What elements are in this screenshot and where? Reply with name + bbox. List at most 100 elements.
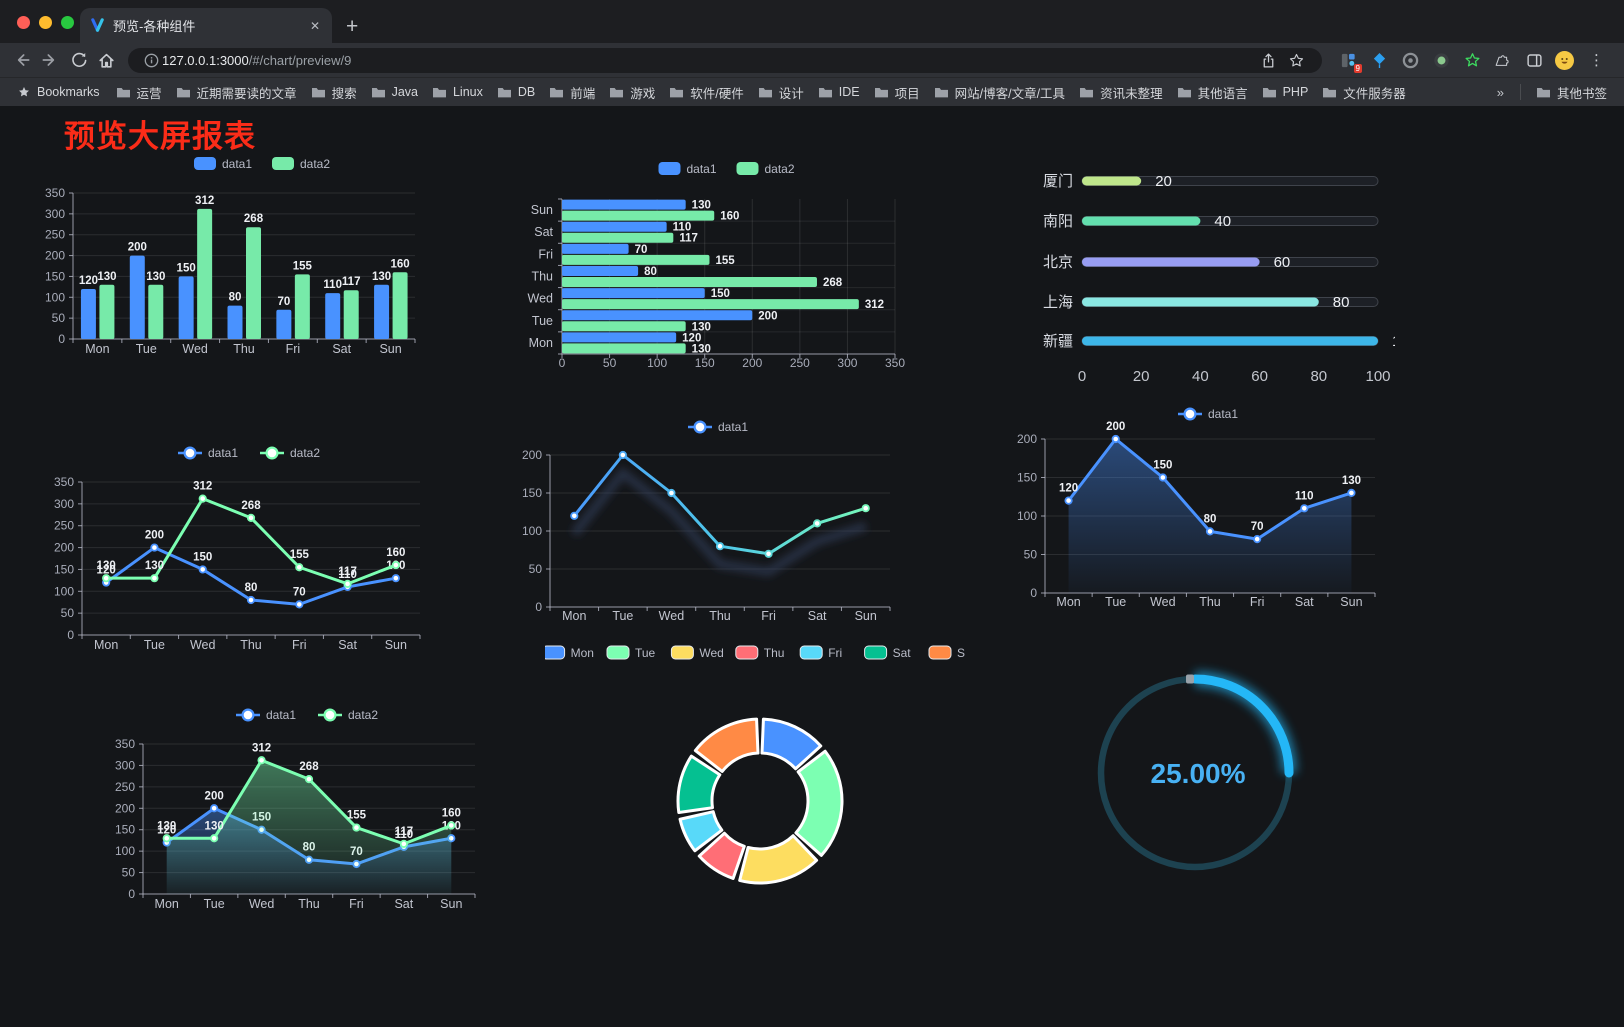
svg-text:厦门: 厦门: [1043, 173, 1073, 190]
bookmark-item[interactable]: Java: [364, 82, 425, 102]
svg-text:70: 70: [635, 244, 648, 256]
svg-text:Tue: Tue: [1105, 595, 1126, 609]
bookmark-label: 搜索: [331, 86, 357, 101]
window-minimize-button[interactable]: [39, 16, 52, 29]
green-dot-extension-icon[interactable]: [1431, 50, 1451, 70]
other-bookmarks[interactable]: 其他书签: [1529, 80, 1614, 105]
svg-text:Tue: Tue: [612, 609, 633, 623]
svg-text:155: 155: [290, 549, 310, 561]
svg-text:data2: data2: [290, 446, 320, 460]
chart-horizontal-bar: data1 data2 0 50 100 150 200 250 300 350 Sun 130 160…: [498, 149, 908, 379]
browser-menu-icon[interactable]: ⋮: [1589, 52, 1604, 69]
extensions-puzzle-icon[interactable]: [1493, 50, 1513, 70]
new-tab-button[interactable]: +: [346, 15, 359, 38]
bookmark-item[interactable]: DB: [490, 82, 542, 102]
site-info-icon[interactable]: [140, 46, 162, 74]
svg-text:312: 312: [865, 299, 884, 311]
svg-text:Fri: Fri: [761, 609, 776, 623]
bookmark-label: 运营: [136, 86, 162, 101]
bookmark-label: IDE: [838, 85, 860, 99]
bookmark-item[interactable]: 搜索: [304, 80, 364, 105]
svg-text:Sun: Sun: [957, 646, 965, 660]
folder-icon: [497, 87, 511, 97]
bookmark-item[interactable]: 运营: [109, 80, 169, 105]
svg-text:300: 300: [45, 207, 65, 221]
svg-text:Sun: Sun: [1340, 595, 1362, 609]
bookmark-item[interactable]: Linux: [425, 82, 490, 102]
side-panel-icon[interactable]: [1524, 50, 1544, 70]
bookmark-item[interactable]: PHP: [1255, 82, 1316, 102]
bookmark-label: Java: [391, 85, 418, 99]
chart-line-gradient: data1 0 50 100 150 200 Mon Tue Wed Thu Fri Sat Sun: [500, 401, 900, 627]
svg-text:155: 155: [715, 255, 735, 267]
home-icon[interactable]: [92, 46, 120, 74]
share-icon[interactable]: [1254, 46, 1282, 74]
svg-text:40: 40: [1214, 213, 1231, 230]
url-path: /#/chart/preview/9: [248, 52, 352, 68]
extensions-area: 9 ⋮: [1330, 50, 1616, 73]
bookmark-item[interactable]: 文件服务器: [1315, 80, 1413, 105]
svg-text:Fri: Fri: [292, 638, 307, 652]
svg-text:Mon: Mon: [529, 336, 553, 350]
svg-text:80: 80: [245, 582, 258, 594]
svg-text:160: 160: [390, 258, 409, 270]
svg-text:70: 70: [293, 586, 306, 598]
gray-ring-extension-icon[interactable]: [1400, 50, 1420, 70]
svg-text:80: 80: [644, 266, 657, 278]
tab-close-icon[interactable]: ✕: [309, 18, 320, 33]
green-star-extension-icon[interactable]: [1462, 50, 1482, 70]
tab-manager-extension-icon[interactable]: 9: [1338, 50, 1362, 73]
window-zoom-button[interactable]: [61, 16, 74, 29]
folder-icon: [371, 87, 385, 97]
reload-icon[interactable]: [64, 46, 92, 74]
bookmark-item[interactable]: 近期需要读的文章: [169, 80, 304, 105]
svg-text:Thu: Thu: [233, 342, 255, 356]
star-icon: [19, 87, 29, 97]
svg-text:312: 312: [195, 195, 214, 207]
bookmark-label: 项目: [894, 86, 920, 101]
bookmark-item[interactable]: 前端: [542, 80, 602, 105]
bookmarks-overflow-chevron[interactable]: »: [1496, 84, 1504, 100]
svg-text:20: 20: [1133, 368, 1150, 385]
svg-text:350: 350: [115, 737, 135, 751]
back-icon[interactable]: [8, 46, 36, 74]
svg-text:117: 117: [342, 276, 361, 288]
tab-title: 预览-各种组件: [113, 19, 196, 34]
forward-icon[interactable]: [36, 46, 64, 74]
bookmark-star-icon[interactable]: [1282, 46, 1310, 74]
bookmark-item[interactable]: 软件/硬件: [662, 80, 750, 105]
svg-text:Tue: Tue: [532, 314, 553, 328]
browser-toolbar: 127.0.0.1:3000/#/chart/preview/9 9: [0, 43, 1624, 77]
kite-extension-icon[interactable]: [1369, 50, 1389, 70]
bookmark-label: Linux: [452, 85, 483, 99]
svg-text:120: 120: [157, 825, 176, 837]
svg-text:100: 100: [115, 844, 135, 858]
bookmark-item[interactable]: 其他语言: [1170, 80, 1255, 105]
bookmark-item[interactable]: 网站/博客/文章/工具: [927, 80, 1072, 105]
folder-icon: [818, 87, 832, 97]
bookmark-item[interactable]: 设计: [751, 80, 811, 105]
browser-tab[interactable]: 预览-各种组件 ✕: [80, 8, 332, 43]
bookmark-label: 网站/博客/文章/工具: [954, 86, 1066, 101]
svg-text:350: 350: [45, 186, 65, 200]
bookmarks-manager[interactable]: Bookmarks: [10, 82, 107, 102]
svg-text:Sat: Sat: [332, 342, 351, 356]
svg-text:150: 150: [1017, 471, 1037, 485]
svg-text:300: 300: [115, 758, 135, 772]
svg-text:150: 150: [45, 269, 65, 283]
chart-city-progress-bars: 厦门 20 南阳 40 北京 60 上海 80 新疆 100 0 20 40 60 80 100: [985, 153, 1395, 389]
bookmark-item[interactable]: 游戏: [602, 80, 662, 105]
bookmark-item[interactable]: IDE: [811, 82, 867, 102]
svg-text:350: 350: [885, 356, 905, 370]
bookmark-item[interactable]: 资讯未整理: [1072, 80, 1170, 105]
svg-text:200: 200: [1106, 421, 1125, 433]
svg-text:Sat: Sat: [808, 609, 827, 623]
folder-icon: [1080, 87, 1094, 97]
svg-text:100: 100: [45, 290, 65, 304]
window-controls: [17, 16, 74, 29]
url-bar[interactable]: 127.0.0.1:3000/#/chart/preview/9: [128, 46, 1322, 74]
bookmark-item[interactable]: 项目: [867, 80, 927, 105]
window-close-button[interactable]: [17, 16, 30, 29]
svg-text:40: 40: [1192, 368, 1209, 385]
profile-avatar[interactable]: [1555, 50, 1574, 70]
